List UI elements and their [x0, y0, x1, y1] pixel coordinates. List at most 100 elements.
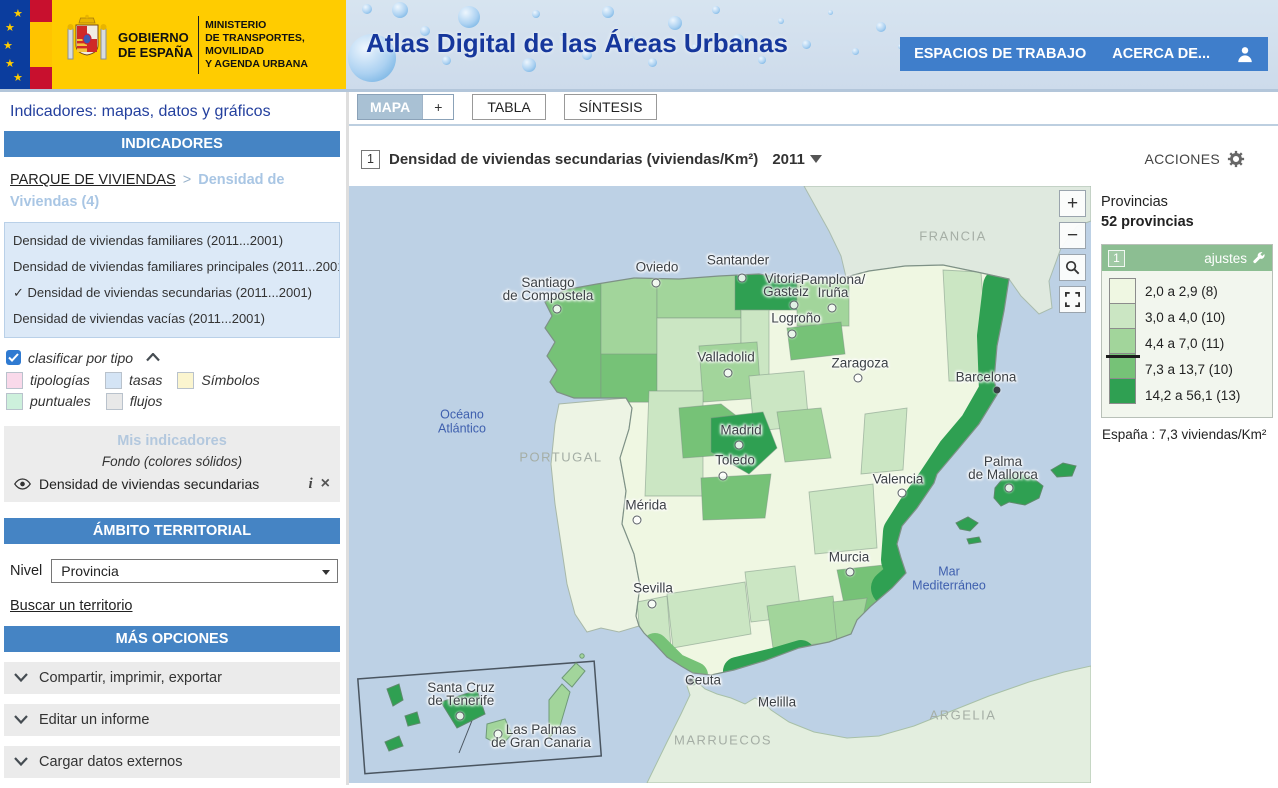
map-title: Densidad de viviendas secundarias (vivie… [389, 150, 759, 168]
legend-class-swatch [1109, 278, 1136, 304]
accordion-label: Editar un informe [39, 711, 150, 728]
close-icon[interactable]: × [320, 475, 330, 493]
user-icon[interactable] [1236, 45, 1254, 63]
city-marker [1004, 483, 1014, 493]
add-map-tab-button[interactable]: + [422, 95, 454, 119]
type-label: flujos [129, 393, 163, 410]
bubble-decoration [668, 16, 682, 30]
type-legend-item: tipologías [6, 371, 90, 389]
legend-panel: Provincias 52 provincias 1 ajustes [1091, 186, 1278, 785]
bubble-decoration [362, 4, 372, 14]
gear-icon [1227, 150, 1245, 168]
accordion-label: Compartir, imprimir, exportar [39, 669, 222, 686]
breadcrumb-separator: > [182, 172, 192, 188]
city-marker [789, 300, 799, 310]
legend-class-swatch [1109, 378, 1136, 404]
breadcrumb-parent[interactable]: PARQUE DE VIVIENDAS [10, 172, 176, 188]
map-canvas[interactable]: Santiago de Compostela Oviedo Santander Vito… [349, 186, 1091, 783]
legend-class-label: 2,0 a 2,9 (8) [1145, 284, 1218, 299]
indicator-list-item[interactable]: Densidad de viviendas vacías (2011...200… [13, 310, 265, 326]
legend-header: 1 ajustes [1102, 245, 1272, 271]
tab-tabla[interactable]: TABLA [472, 94, 546, 120]
bubble-decoration [560, 30, 566, 36]
bubble-decoration [732, 34, 744, 46]
info-icon[interactable]: i [308, 475, 313, 492]
ministerio-text: MINISTERIO DE TRANSPORTES, MOVILIDAD Y A… [205, 18, 308, 70]
map-title-row: 1 Densidad de viviendas secundarias (viv… [349, 126, 1278, 186]
bubble-decoration [602, 6, 614, 18]
spain-flag-strip [30, 0, 52, 89]
national-average-note: España : 7,3 viviendas/Km² [1102, 427, 1267, 442]
national-average-marker [1106, 355, 1140, 358]
zoom-box-button[interactable] [1059, 254, 1086, 281]
city-marker [723, 368, 733, 378]
indicator-list-item[interactable]: Densidad de viviendas familiares princip… [13, 258, 339, 274]
acciones-button[interactable]: ACCIONES [1144, 150, 1245, 168]
breadcrumb-current: Densidad de Viviendas (4) [10, 172, 285, 211]
nav-item-espacios[interactable]: ESPACIOS DE TRABAJO [914, 46, 1087, 62]
bubble-decoration [392, 2, 408, 18]
tab-síntesis[interactable]: SÍNTESIS [563, 94, 658, 120]
year-dropdown[interactable]: 2011 [772, 151, 822, 168]
breadcrumb: PARQUE DE VIVIENDAS > Densidad de Vivien… [10, 169, 336, 214]
government-logo: ★ ★ ★ ★ ★ GOBIERNO DE ESPAÑA [0, 0, 346, 89]
nivel-row: Nivel Provincia [10, 558, 338, 583]
accordion-label: Cargar datos externos [39, 753, 183, 770]
type-label: Símbolos [201, 372, 260, 389]
accordion-compartir[interactable]: Compartir, imprimir, exportar [4, 661, 340, 694]
type-legend: tipologías tasas Símbolos puntuales flujos [6, 371, 340, 410]
logo-divider [198, 15, 200, 74]
zoom-out-button[interactable]: − [1059, 222, 1086, 249]
app-title: Atlas Digital de las Áreas Urbanas [366, 28, 788, 58]
city-marker [718, 471, 728, 481]
tab-mapa[interactable]: MAPA [358, 95, 423, 119]
city-marker [632, 515, 642, 525]
classify-checkbox[interactable] [6, 350, 21, 366]
layer-title: Provincias [1101, 194, 1168, 210]
eye-icon[interactable] [14, 478, 31, 491]
bubble-decoration [458, 6, 480, 28]
page-header: ★ ★ ★ ★ ★ GOBIERNO DE ESPAÑA [0, 0, 1278, 92]
app-banner: Atlas Digital de las Áreas Urbanas ESPAC… [346, 0, 1278, 89]
city-marker [647, 599, 657, 609]
legend-classes: 2,0 a 2,9 (8) 3,0 a 4,0 (10) 4,4 a 7,0 (11… [1102, 271, 1272, 417]
legend-index-box: 1 [1108, 249, 1125, 267]
classify-label: clasificar por tipo [28, 349, 134, 366]
bubble-decoration [582, 50, 592, 60]
bubble-decoration [852, 48, 859, 55]
my-indicators-title: Mis indicadores [117, 432, 227, 449]
bubble-decoration [712, 6, 720, 14]
main-area: MAPA + TABLA SÍNTESIS 1 Densidad de vivie… [349, 92, 1278, 785]
gobierno-text: GOBIERNO DE ESPAÑA [118, 29, 193, 60]
section-mas-opciones[interactable]: MÁS OPCIONES [4, 625, 340, 652]
indicator-list-item[interactable]: Densidad de viviendas familiares (2011..… [13, 232, 284, 248]
section-ambito-territorial[interactable]: ÁMBITO TERRITORIAL [4, 517, 340, 544]
accordion-cargar[interactable]: Cargar datos externos [4, 745, 340, 778]
city-marker [853, 373, 863, 383]
zoom-in-button[interactable]: + [1059, 190, 1086, 217]
fullscreen-button[interactable] [1059, 286, 1086, 313]
legend-settings-button[interactable]: ajustes [1204, 251, 1266, 266]
accordion-editar[interactable]: Editar un informe [4, 703, 340, 736]
nivel-select[interactable]: Provincia [51, 558, 338, 583]
my-indicators-subtitle: Fondo (colores sólidos) [101, 453, 243, 469]
city-marker [734, 440, 744, 450]
nav-item-acerca-de[interactable]: ACERCA DE... [1112, 46, 1210, 62]
type-label: tipologías [30, 372, 90, 389]
sidebar: Indicadores: mapas, datos y gráficos IND… [0, 92, 349, 785]
city-marker [493, 729, 503, 739]
search-territory-link[interactable]: Buscar un territorio [10, 597, 133, 614]
select-caret-icon [322, 569, 330, 575]
city-marker [552, 304, 562, 314]
bubble-decoration [778, 18, 784, 24]
legend-class-label: 3,0 a 4,0 (10) [1145, 310, 1226, 325]
type-swatch [6, 371, 23, 389]
bubble-decoration [628, 36, 635, 43]
section-indicadores[interactable]: INDICADORES [4, 131, 340, 157]
type-swatch [6, 392, 23, 410]
city-marker [758, 698, 766, 706]
bubble-decoration [802, 40, 811, 49]
indicator-list-item[interactable]: ✓ Densidad de viviendas secundarias (201… [13, 284, 312, 300]
bubble-decoration [648, 58, 657, 67]
collapse-chevron-icon[interactable] [146, 353, 160, 362]
